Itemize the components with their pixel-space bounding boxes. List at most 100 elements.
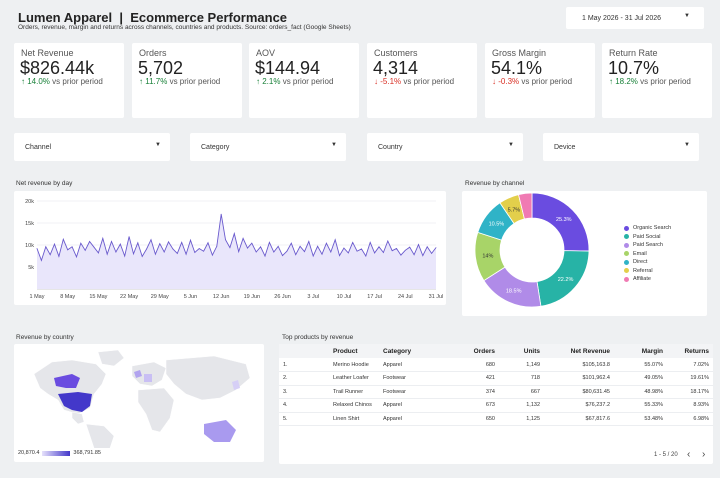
data-point bbox=[334, 239, 336, 241]
data-point bbox=[115, 251, 117, 253]
filter-label: Device bbox=[554, 143, 576, 151]
x-tick-label: 10 Jul bbox=[337, 294, 352, 300]
date-range-picker[interactable]: 1 May 2026 - 31 Jul 2026 ▼ bbox=[566, 7, 704, 29]
legend-label: Direct bbox=[633, 259, 648, 266]
data-point bbox=[190, 239, 191, 241]
kpi-delta-value: -5.1% bbox=[380, 77, 402, 86]
table-row[interactable]: 3. Trail Runner Footwear 374 667 $80,631.45 48… bbox=[279, 385, 713, 399]
data-point bbox=[225, 239, 226, 241]
table-cell: 1,125 bbox=[499, 412, 544, 426]
revenue-by-channel-donut: 25.3% 22.2% 18.5% 14% 10.5% 5.7% bbox=[474, 192, 590, 308]
filter-channel[interactable]: Channel ▼ bbox=[14, 133, 170, 161]
x-tick-label: 5 Jun bbox=[184, 294, 197, 300]
table-cell: 421 bbox=[449, 371, 499, 386]
top-products-panel: Product Category Orders Units Net Revenue Mar… bbox=[279, 344, 713, 464]
column-header[interactable]: Margin bbox=[614, 344, 667, 358]
table-cell: Merino Hoodie bbox=[329, 358, 379, 372]
kpi-delta: ↓ -0.3% vs prior period bbox=[492, 77, 572, 86]
kpi-value: 4,314 bbox=[373, 58, 419, 78]
donut-slice[interactable] bbox=[518, 192, 533, 220]
table-cell: 8.93% bbox=[667, 398, 713, 413]
data-point bbox=[163, 251, 165, 253]
legend-item[interactable]: Paid Search bbox=[624, 241, 671, 250]
kpi-card-orders: Orders 5,702 ↑ 11.7% vs prior period bbox=[132, 43, 242, 118]
table-row[interactable]: 5. Linen Shirt Apparel 650 1,125 $67,817.6 53.… bbox=[279, 412, 713, 426]
legend-swatch bbox=[624, 259, 629, 265]
table-cell: $76,237.2 bbox=[544, 398, 614, 413]
legend-item[interactable]: Direct bbox=[624, 258, 671, 267]
table-row[interactable]: 2. Leather Loafer Footwear 421 718 $101,962.4… bbox=[279, 371, 713, 386]
column-header[interactable]: Product bbox=[329, 344, 379, 358]
legend-item[interactable]: Affiliate bbox=[624, 275, 671, 284]
data-point bbox=[396, 248, 397, 249]
table-row[interactable]: 4. Relaxed Chinos Apparel 673 1,132 $76,237.2… bbox=[279, 398, 713, 413]
map-color-scale: 20,870.4 368,791.85 bbox=[18, 450, 101, 456]
kpi-delta-suffix: vs prior period bbox=[52, 77, 103, 86]
column-header[interactable]: Orders bbox=[449, 344, 499, 358]
data-point bbox=[365, 255, 367, 257]
legend-item[interactable]: Organic Search bbox=[624, 224, 671, 233]
filter-country[interactable]: Country ▼ bbox=[367, 133, 523, 161]
prev-page-button[interactable]: ‹ bbox=[687, 449, 691, 460]
column-header[interactable]: Units bbox=[499, 344, 544, 358]
table-cell: 680 bbox=[449, 358, 499, 372]
data-point bbox=[76, 256, 77, 258]
legend-item[interactable]: Referral bbox=[624, 267, 671, 276]
slice-label: 25.3% bbox=[556, 217, 572, 223]
table-cell: 7.02% bbox=[667, 358, 713, 372]
filter-label: Category bbox=[201, 143, 230, 151]
south-america-region bbox=[85, 423, 115, 457]
kpi-delta: ↑ 14.0% vs prior period bbox=[21, 77, 103, 86]
legend-swatch bbox=[624, 242, 629, 248]
kpi-label: Customers bbox=[374, 48, 418, 58]
data-point bbox=[119, 243, 121, 245]
legend-label: Paid Search bbox=[633, 242, 663, 249]
column-header[interactable]: Net Revenue bbox=[544, 344, 614, 358]
column-header[interactable] bbox=[279, 344, 329, 358]
table-cell: 3. bbox=[279, 385, 329, 399]
table-cell: 4. bbox=[279, 398, 329, 413]
column-header[interactable]: Returns bbox=[667, 344, 713, 358]
data-point bbox=[418, 244, 419, 245]
filter-device[interactable]: Device ▼ bbox=[543, 133, 699, 161]
legend-item[interactable]: Paid Social bbox=[624, 233, 671, 242]
x-tick-label: 1 May bbox=[30, 294, 45, 300]
kpi-label: Return Rate bbox=[609, 48, 658, 58]
data-point bbox=[146, 248, 148, 250]
kpi-card-return-rate: Return Rate 10.7% ↑ 18.2% vs prior period bbox=[602, 43, 712, 118]
slice-label: 14% bbox=[482, 254, 493, 260]
slice-label: 22.2% bbox=[558, 277, 574, 283]
data-point bbox=[282, 255, 283, 256]
column-header[interactable]: Category bbox=[379, 344, 449, 358]
data-point bbox=[325, 242, 327, 244]
x-tick-label: 22 May bbox=[120, 294, 138, 300]
table-header-row: Product Category Orders Units Net Revenue Mar… bbox=[279, 344, 713, 358]
legend-item[interactable]: Email bbox=[624, 250, 671, 259]
data-point bbox=[382, 252, 384, 253]
chevron-down-icon: ▼ bbox=[684, 13, 690, 19]
kpi-value: $144.94 bbox=[255, 58, 321, 78]
revenue-by-day-panel: 5k 10k 15k 20k 1 May 8 May 15 May 22 May 29 May 5… bbox=[14, 191, 446, 305]
y-tick-label: 5k bbox=[28, 265, 34, 271]
table-cell: 1,132 bbox=[499, 398, 544, 413]
kpi-delta-value: 18.2% bbox=[615, 77, 638, 86]
data-point bbox=[321, 253, 323, 255]
series-line bbox=[36, 214, 437, 262]
kpi-delta-value: 14.0% bbox=[27, 77, 50, 86]
arrow-up-icon: ↑ bbox=[21, 77, 25, 86]
data-point bbox=[312, 255, 314, 257]
chevron-down-icon: ▼ bbox=[331, 142, 337, 148]
data-point bbox=[330, 251, 332, 253]
asia-region bbox=[165, 355, 251, 401]
table-cell: Leather Loafer bbox=[329, 371, 379, 386]
y-tick-label: 10k bbox=[25, 243, 34, 249]
kpi-value: 5,702 bbox=[138, 58, 184, 78]
usa-region bbox=[58, 392, 92, 412]
filter-category[interactable]: Category ▼ bbox=[190, 133, 346, 161]
mexico-region bbox=[71, 411, 85, 425]
legend-label: Organic Search bbox=[633, 225, 672, 232]
kpi-delta-suffix: vs prior period bbox=[169, 77, 221, 86]
next-page-button[interactable]: › bbox=[702, 449, 706, 460]
table-row[interactable]: 1. Merino Hoodie Apparel 680 1,149 $105,163.8… bbox=[279, 358, 713, 372]
world-map[interactable] bbox=[14, 344, 264, 457]
